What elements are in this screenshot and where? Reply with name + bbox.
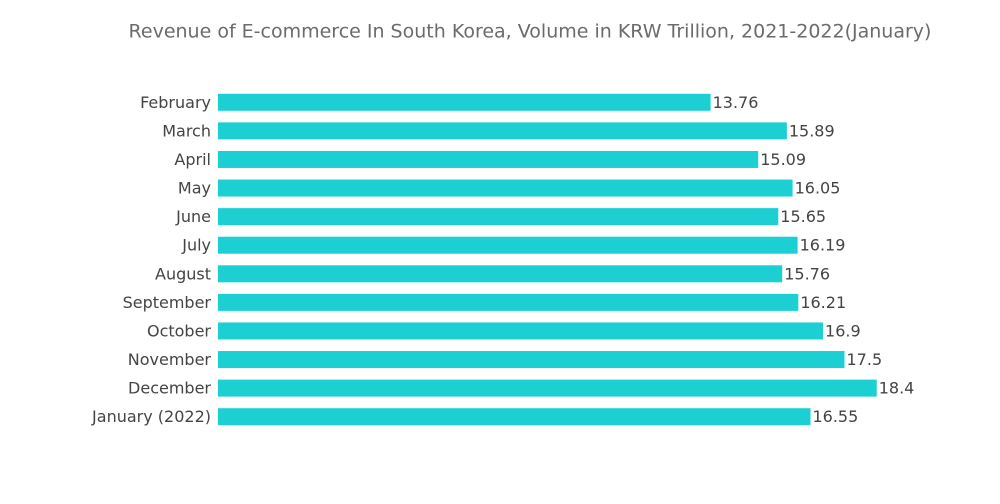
bar — [218, 265, 783, 283]
y-tick-label: June — [175, 207, 211, 226]
y-tick-label: March — [162, 121, 211, 140]
data-label: 17.5 — [847, 350, 883, 369]
data-label: 16.05 — [795, 179, 841, 198]
y-tick-label: July — [181, 236, 211, 255]
bar — [218, 122, 787, 140]
bar — [218, 93, 711, 111]
y-tick-label: April — [174, 150, 211, 169]
y-tick-label: November — [128, 350, 212, 369]
data-label: 13.76 — [713, 93, 759, 112]
y-tick-label: December — [128, 379, 211, 398]
y-tick-label: October — [147, 321, 211, 340]
data-label: 16.19 — [800, 236, 846, 255]
bar — [218, 179, 793, 197]
bar — [218, 408, 811, 426]
data-label: 15.65 — [780, 207, 826, 226]
chart-title: Revenue of E-commerce In South Korea, Vo… — [129, 21, 932, 43]
y-tick-label: May — [178, 179, 211, 198]
y-tick-label: February — [140, 93, 211, 112]
bar — [218, 150, 759, 168]
data-label: 15.76 — [784, 264, 830, 283]
y-tick-label: September — [123, 293, 212, 312]
y-tick-label: August — [155, 264, 211, 283]
data-label: 16.55 — [812, 407, 858, 426]
bar — [218, 236, 798, 254]
bar — [218, 379, 877, 397]
bar — [218, 293, 799, 311]
bar — [218, 208, 779, 226]
y-tick-label: January (2022) — [91, 407, 211, 426]
bar — [218, 322, 824, 340]
data-label: 15.89 — [789, 121, 835, 140]
data-label: 18.4 — [879, 379, 915, 398]
data-label: 16.9 — [825, 321, 861, 340]
data-label: 15.09 — [760, 150, 806, 169]
data-label: 16.21 — [800, 293, 846, 312]
bar — [218, 351, 845, 369]
